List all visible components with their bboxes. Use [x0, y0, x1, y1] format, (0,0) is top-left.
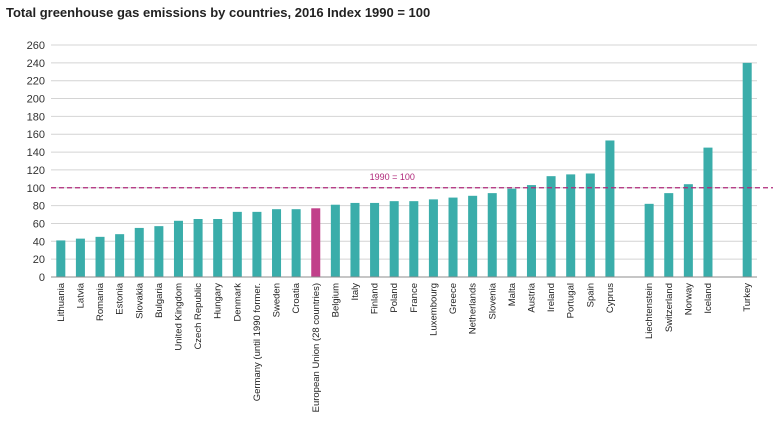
bar — [448, 197, 458, 277]
category-label: Malta — [507, 282, 518, 306]
category-label: Slovakia — [134, 282, 145, 319]
bar — [605, 140, 615, 277]
y-tick-label: 60 — [33, 218, 45, 230]
category-label: Croatia — [291, 282, 302, 313]
bar — [173, 220, 183, 277]
category-label: European Union (28 countries) — [311, 283, 322, 412]
bar — [134, 227, 144, 277]
category-label: Luxembourg — [428, 283, 439, 336]
category-label: Turkey — [742, 283, 753, 312]
category-label: Italy — [350, 283, 361, 301]
y-tick-label: 220 — [27, 76, 45, 88]
category-label: Germany (until 1990 former. — [252, 283, 263, 401]
chart-title: Total greenhouse gas emissions by countr… — [6, 5, 431, 20]
category-label: Latvia — [75, 282, 86, 308]
bar — [232, 211, 242, 277]
bar — [526, 185, 536, 277]
bar — [291, 209, 301, 277]
bar — [350, 202, 360, 277]
category-label: Portugal — [566, 283, 577, 318]
category-label: Switzerland — [664, 283, 675, 332]
bar — [742, 62, 752, 277]
category-label: Netherlands — [468, 283, 479, 334]
category-label: Greece — [448, 283, 459, 314]
category-label: Spain — [585, 283, 596, 307]
y-tick-label: 40 — [33, 236, 45, 248]
y-tick-label: 100 — [27, 183, 45, 195]
bar — [154, 226, 164, 277]
category-label: France — [409, 283, 420, 313]
category-label: Estonia — [115, 282, 126, 314]
category-label: Romania — [95, 282, 106, 321]
bar — [56, 240, 66, 277]
bar — [468, 195, 478, 277]
y-tick-label: 80 — [33, 201, 45, 213]
y-tick-label: 20 — [33, 254, 45, 266]
bar — [370, 202, 380, 277]
category-label: Lithuania — [56, 282, 67, 321]
category-label: Austria — [526, 282, 537, 312]
category-label: Bulgaria — [154, 282, 165, 318]
category-label: Finland — [370, 283, 381, 314]
category-label: Iceland — [703, 283, 714, 314]
category-label: Czech Republic — [193, 283, 204, 350]
category-label: Norway — [683, 283, 694, 315]
bar — [252, 211, 262, 277]
reference-line-label: 1990 = 100 — [370, 172, 415, 182]
category-label: United Kingdom — [173, 283, 184, 351]
bar — [311, 208, 321, 277]
bar — [546, 176, 556, 277]
category-label: Cyprus — [605, 283, 616, 313]
category-label: Denmark — [232, 283, 243, 322]
y-tick-label: 0 — [39, 272, 45, 284]
bar — [95, 236, 105, 277]
bar — [487, 193, 497, 277]
y-tick-label: 180 — [27, 111, 45, 123]
y-tick-label: 140 — [27, 147, 45, 159]
bar — [389, 201, 399, 277]
bar — [664, 193, 674, 277]
y-tick-label: 160 — [27, 129, 45, 141]
bar — [193, 219, 203, 277]
category-label: Liechtenstein — [644, 283, 655, 339]
bar — [75, 238, 85, 277]
bar — [115, 234, 125, 277]
bar — [213, 219, 223, 277]
bar — [330, 204, 340, 277]
category-label: Slovenia — [487, 282, 498, 319]
category-label: Belgium — [330, 283, 341, 317]
category-label: Sweden — [272, 283, 283, 317]
bar — [272, 209, 282, 277]
bar — [507, 188, 517, 277]
bar — [409, 201, 419, 277]
category-label: Ireland — [546, 283, 557, 312]
bar — [566, 174, 576, 277]
y-tick-label: 240 — [27, 58, 45, 70]
bar — [428, 199, 438, 277]
y-tick-label: 200 — [27, 94, 45, 106]
bar — [585, 173, 595, 277]
bar — [683, 184, 693, 277]
category-label: Hungary — [213, 283, 224, 319]
y-tick-label: 260 — [27, 40, 45, 52]
category-label: Poland — [389, 283, 400, 313]
bar — [644, 203, 654, 277]
bar — [703, 147, 713, 277]
y-tick-label: 120 — [27, 165, 45, 177]
